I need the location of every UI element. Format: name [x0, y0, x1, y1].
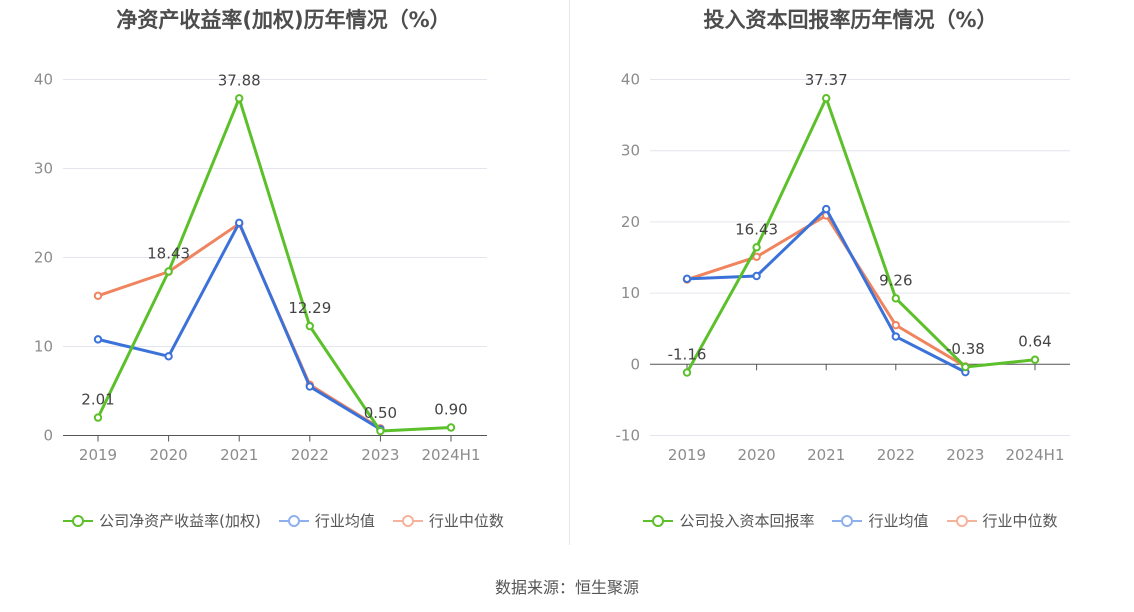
- legend-item-industry-avg[interactable]: 行业均值: [278, 510, 375, 531]
- roe-y-tick-label: 40: [34, 71, 53, 89]
- roic-point-company[interactable]: [752, 243, 761, 252]
- roe-line-industry_avg: [97, 221, 382, 431]
- roic-chart: -10 0 10 20 30 40 2019 2020 2021 2022 2023 2024H1 -1…: [616, 71, 1070, 464]
- roic-point-company[interactable]: [1030, 355, 1040, 364]
- legend-marker-company-icon: [63, 514, 94, 527]
- roe-data-label: 0.50: [364, 404, 397, 422]
- legend-label-company-roe: 公司净资产收益率(加权): [99, 512, 261, 530]
- legend-item-industry-avg-2[interactable]: 行业均值: [832, 510, 929, 531]
- roe-point-industry_avg[interactable]: [305, 382, 314, 391]
- roic-y-tick-label: -10: [616, 427, 641, 445]
- legend-label-industry-median: 行业中位数: [428, 512, 504, 530]
- roe-chart: 0 10 20 30 40 2019 2020 2021 2022 2023 2024H1 2.01 1…: [34, 71, 487, 464]
- roic-point-company[interactable]: [891, 294, 900, 303]
- roic-point-industry_median[interactable]: [752, 252, 761, 261]
- roic-point-company[interactable]: [961, 362, 970, 372]
- roe-x-tick-label: 2022: [291, 446, 329, 464]
- roe-y-tick-label: 10: [34, 338, 53, 356]
- roe-y-tick-label: 20: [34, 249, 53, 267]
- roic-y-tick-label: 10: [621, 284, 640, 302]
- legend-item-company-roe[interactable]: 公司净资产收益率(加权): [63, 510, 261, 531]
- roe-point-industry_median[interactable]: [93, 291, 103, 300]
- panel-divider: [569, 0, 570, 545]
- roic-chart-panel: 投入资本回报率历年情况（%） -10 0 10 20 30 40 2019 2020 2021 2…: [567, 0, 1134, 560]
- roe-point-company[interactable]: [305, 321, 314, 331]
- legend-item-industry-median-2[interactable]: 行业中位数: [946, 510, 1058, 531]
- legend-marker-median-icon: [392, 514, 423, 527]
- roe-point-company[interactable]: [235, 94, 244, 103]
- roic-line-industry_avg: [686, 207, 967, 374]
- roe-y-tick-label: 0: [43, 427, 53, 445]
- roic-data-label: -1.16: [668, 346, 707, 364]
- roic-point-industry_avg[interactable]: [822, 204, 831, 214]
- roe-data-label: 2.01: [81, 391, 114, 409]
- roic-chart-title: 投入资本回报率历年情况（%）: [703, 8, 998, 32]
- legend-label-industry-avg: 行业均值: [314, 512, 375, 530]
- roic-data-label: -0.38: [946, 340, 985, 358]
- roic-y-tick-label: 40: [621, 71, 640, 89]
- legend-item-company-roic[interactable]: 公司投入资本回报率: [643, 510, 814, 531]
- roe-y-tick-label: 30: [34, 160, 53, 178]
- roe-point-industry_avg[interactable]: [93, 335, 103, 344]
- roe-x-tick-label: 2024H1: [422, 446, 481, 464]
- roic-x-tick-label: 2023: [946, 446, 984, 464]
- roe-line-industry_median: [97, 222, 382, 430]
- legend-marker-median-icon: [946, 514, 977, 527]
- roic-point-industry_avg[interactable]: [682, 274, 692, 284]
- legend-marker-avg-icon: [832, 514, 863, 527]
- roic-x-tick-label: 2020: [738, 446, 776, 464]
- roe-data-label: 0.90: [434, 400, 467, 418]
- roe-chart-title: 净资产收益率(加权)历年情况（%）: [116, 8, 451, 32]
- legend-label-industry-median-2: 行业中位数: [982, 512, 1058, 530]
- roic-line-industry_median: [686, 213, 967, 368]
- roic-legend: 公司投入资本回报率 行业均值 行业中位数: [567, 510, 1134, 531]
- roic-point-company[interactable]: [682, 368, 692, 377]
- roe-point-company[interactable]: [376, 426, 385, 436]
- roe-x-tick-label: 2020: [150, 446, 188, 464]
- roic-x-tick-label: 2022: [877, 446, 915, 464]
- roe-point-company[interactable]: [164, 267, 173, 276]
- roic-y-tick-label: 0: [630, 355, 640, 373]
- roe-legend: 公司净资产收益率(加权) 行业均值 行业中位数: [0, 510, 567, 531]
- roe-line-company: [96, 96, 452, 433]
- roe-point-company[interactable]: [93, 413, 103, 422]
- roe-x-tick-label: 2021: [220, 446, 258, 464]
- data-source: 数据来源：恒生聚源: [494, 578, 639, 597]
- roe-x-tick-label: 2023: [361, 446, 399, 464]
- roic-line-company: [685, 96, 1036, 374]
- legend-marker-avg-icon: [278, 514, 309, 527]
- roe-data-label: 12.29: [288, 299, 331, 317]
- roe-data-label: 18.43: [147, 244, 190, 262]
- roic-data-label: 0.64: [1018, 333, 1051, 351]
- legend-label-industry-avg-2: 行业均值: [868, 512, 929, 530]
- roic-point-industry_avg[interactable]: [891, 332, 900, 341]
- roe-chart-panel: 净资产收益率(加权)历年情况（%） 0 10 20 30 40 2019 2020 2021 2…: [0, 0, 567, 560]
- roic-x-tick-label: 2021: [807, 446, 845, 464]
- roic-x-tick-label: 2019: [668, 446, 706, 464]
- roic-point-industry_avg[interactable]: [752, 271, 761, 281]
- roic-data-label: 16.43: [735, 220, 778, 238]
- roic-y-tick-label: 20: [621, 213, 640, 231]
- legend-item-industry-median[interactable]: 行业中位数: [392, 510, 504, 531]
- roe-data-label: 37.88: [218, 71, 261, 89]
- roe-point-industry_avg[interactable]: [235, 218, 244, 227]
- roe-point-company[interactable]: [446, 423, 456, 432]
- roic-data-label: 37.37: [805, 71, 848, 89]
- roic-data-label: 9.26: [879, 271, 912, 289]
- roe-point-industry_avg[interactable]: [164, 352, 173, 361]
- roe-x-tick-label: 2019: [79, 446, 117, 464]
- legend-label-company-roic: 公司投入资本回报率: [679, 512, 815, 530]
- roic-x-tick-label: 2024H1: [1006, 446, 1065, 464]
- roic-y-tick-label: 30: [621, 142, 640, 160]
- roic-point-industry_median[interactable]: [891, 320, 900, 330]
- legend-marker-company-icon: [643, 514, 674, 527]
- roic-point-company[interactable]: [822, 94, 831, 103]
